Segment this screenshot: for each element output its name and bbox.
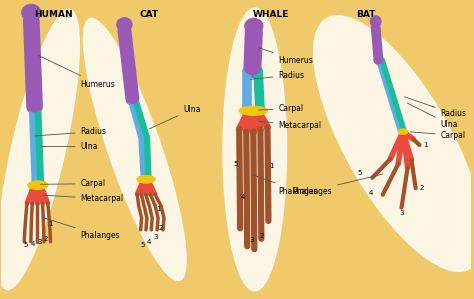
Ellipse shape: [398, 129, 408, 134]
Ellipse shape: [245, 64, 260, 74]
Text: 1: 1: [269, 163, 273, 169]
Ellipse shape: [223, 8, 286, 291]
Ellipse shape: [374, 57, 383, 64]
Text: WHALE: WHALE: [253, 10, 289, 19]
Text: 4: 4: [241, 194, 245, 200]
Text: 3: 3: [154, 234, 158, 240]
Text: 4: 4: [30, 241, 35, 247]
Text: 3: 3: [399, 210, 404, 216]
Text: 5: 5: [357, 170, 361, 176]
Text: Phalanges: Phalanges: [251, 174, 318, 196]
Ellipse shape: [314, 16, 474, 271]
Text: Metacarpal: Metacarpal: [258, 121, 321, 130]
Ellipse shape: [28, 181, 48, 189]
Text: 1: 1: [48, 221, 53, 227]
Text: 4: 4: [147, 239, 152, 245]
Ellipse shape: [127, 94, 138, 103]
Ellipse shape: [117, 18, 132, 31]
Text: Humerus: Humerus: [259, 48, 313, 65]
Ellipse shape: [0, 10, 79, 289]
Ellipse shape: [83, 19, 186, 280]
Text: 1: 1: [156, 206, 161, 212]
Text: 5: 5: [23, 242, 28, 248]
Text: 4: 4: [369, 190, 373, 196]
Text: CAT: CAT: [139, 10, 159, 19]
Text: Phalanges: Phalanges: [292, 174, 383, 196]
Text: Radius: Radius: [250, 71, 304, 80]
Text: Carpal: Carpal: [410, 131, 466, 140]
Text: 5: 5: [140, 242, 145, 248]
Text: 2: 2: [260, 233, 264, 239]
Text: Ulna: Ulna: [149, 105, 201, 129]
Ellipse shape: [371, 16, 381, 27]
Text: Phalanges: Phalanges: [42, 217, 120, 240]
Text: 2: 2: [43, 236, 47, 242]
Text: Ulna: Ulna: [41, 142, 98, 151]
Ellipse shape: [22, 4, 41, 21]
Text: Radius: Radius: [35, 127, 107, 136]
Text: Radius: Radius: [405, 97, 466, 118]
Text: 5: 5: [233, 161, 237, 167]
Ellipse shape: [245, 19, 263, 33]
Text: 3: 3: [37, 239, 42, 245]
Ellipse shape: [239, 106, 267, 115]
Text: Humerus: Humerus: [38, 56, 116, 89]
Text: HUMAN: HUMAN: [34, 10, 72, 19]
Text: 2: 2: [158, 225, 163, 231]
Text: Metacarpal: Metacarpal: [43, 194, 124, 203]
Text: 2: 2: [419, 185, 423, 191]
Ellipse shape: [28, 101, 41, 112]
Text: Carpal: Carpal: [40, 179, 106, 188]
Text: 1: 1: [423, 142, 428, 148]
Text: 3: 3: [249, 237, 254, 243]
Text: BAT: BAT: [356, 10, 375, 19]
Text: Ulna: Ulna: [407, 103, 458, 129]
Ellipse shape: [137, 176, 155, 183]
Text: Carpal: Carpal: [258, 104, 303, 113]
